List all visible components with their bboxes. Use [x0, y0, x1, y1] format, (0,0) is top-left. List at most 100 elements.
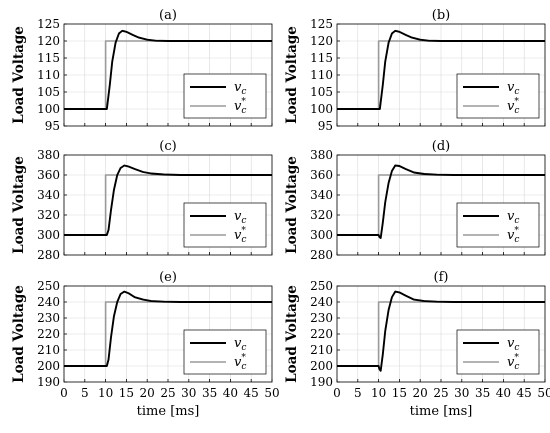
- legend-label-vc-ref-main: v: [507, 228, 515, 243]
- y-tick-label: 250: [310, 279, 333, 293]
- y-tick-label: 230: [310, 311, 333, 325]
- legend-label-vc-ref-sub: c: [514, 362, 519, 372]
- legend-box: [183, 202, 267, 248]
- panel-title: (b): [432, 8, 450, 23]
- plot-frame: [63, 154, 273, 256]
- panel-title: (c): [159, 139, 176, 154]
- legend-box: [183, 73, 267, 119]
- y-tick-label: 115: [37, 51, 60, 65]
- legend-label-vc-main: v: [234, 209, 242, 224]
- plot-frame: [63, 23, 273, 127]
- y-tick-label: 220: [310, 327, 333, 341]
- x-tick-label: 15: [119, 386, 134, 400]
- y-tick-label: 320: [37, 208, 60, 222]
- x-tick-label: 35: [475, 386, 490, 400]
- y-tick-label: 120: [310, 34, 333, 48]
- legend-label-vc: vc: [507, 209, 519, 226]
- y-tick-label: 240: [37, 295, 60, 309]
- series-line-vc: [337, 164, 545, 239]
- panel-e: 190 200 210 220 230 240 250 0 5 10 15 20 25 30 35 40 45 5…: [11, 270, 280, 419]
- legend-label-vc-main: v: [234, 80, 242, 95]
- series-line-vc: [64, 290, 272, 367]
- y-tick-label: 280: [310, 248, 333, 262]
- panel-title: (a): [159, 8, 177, 23]
- y-tick-label: 380: [37, 148, 60, 162]
- x-tick-label: 30: [181, 386, 196, 400]
- legend-label-vc-sub: c: [241, 216, 246, 226]
- y-tick-label: 100: [37, 102, 60, 116]
- legend-label-vc-main: v: [507, 336, 515, 351]
- x-axis-label: time [ms]: [137, 404, 200, 419]
- x-tick-label: 10: [371, 386, 386, 400]
- x-tick-label: 15: [392, 386, 407, 400]
- legend-label-vc-ref: vc*: [234, 97, 246, 116]
- legend-label-vc-ref-sub: c: [241, 235, 246, 245]
- y-axis-label: Load Voltage: [284, 26, 300, 124]
- legend-label-vc-ref-main: v: [507, 99, 515, 114]
- y-tick-label: 110: [310, 68, 333, 82]
- legend-label-vc: vc: [234, 209, 246, 226]
- x-tick-label: 45: [244, 386, 259, 400]
- series-line-vc: [64, 164, 272, 236]
- y-tick-label: 360: [310, 168, 333, 182]
- series-line-vc: [337, 290, 545, 372]
- legend-label-vc-main: v: [234, 336, 242, 351]
- x-tick-label: 20: [140, 386, 155, 400]
- legend-label-vc-ref: vc*: [507, 353, 519, 372]
- y-axis-label: Load Voltage: [284, 156, 300, 254]
- legend-label-vc: vc: [234, 80, 246, 97]
- x-tick-label: 25: [433, 386, 448, 400]
- panel-title: (f): [434, 270, 449, 285]
- y-tick-label: 190: [37, 375, 60, 389]
- y-tick-label: 340: [37, 188, 60, 202]
- legend-label-vc-ref-star: *: [514, 353, 519, 363]
- x-tick-label: 50: [264, 386, 279, 400]
- legend-label-vc-ref: vc*: [507, 226, 519, 245]
- y-tick-label: 125: [37, 17, 60, 31]
- panel-title: (e): [159, 270, 177, 285]
- y-tick-label: 280: [37, 248, 60, 262]
- y-tick-label: 110: [37, 68, 60, 82]
- y-tick-label: 240: [310, 295, 333, 309]
- legend-label-vc-ref-star: *: [241, 353, 246, 363]
- legend-box: [456, 73, 540, 119]
- y-tick-label: 300: [37, 228, 60, 242]
- panel-title: (d): [432, 139, 450, 154]
- x-tick-label: 30: [454, 386, 469, 400]
- x-axis-label: time [ms]: [410, 404, 473, 419]
- y-tick-label: 360: [37, 168, 60, 182]
- legend-label-vc-ref-sub: c: [241, 362, 246, 372]
- series-line-vc: [64, 29, 272, 110]
- y-tick-label: 120: [37, 34, 60, 48]
- y-tick-label: 300: [310, 228, 333, 242]
- y-tick-label: 380: [310, 148, 333, 162]
- x-tick-label: 40: [496, 386, 511, 400]
- x-tick-label: 20: [413, 386, 428, 400]
- x-tick-label: 0: [60, 386, 68, 400]
- x-tick-label: 35: [202, 386, 217, 400]
- plot-frame: [63, 285, 273, 383]
- y-tick-label: 250: [37, 279, 60, 293]
- y-axis-label: Load Voltage: [11, 285, 27, 383]
- y-tick-label: 210: [310, 343, 333, 357]
- legend-label-vc-ref-sub: c: [514, 106, 519, 116]
- legend-label-vc-ref-star: *: [241, 226, 246, 236]
- legend-label-vc-main: v: [507, 80, 515, 95]
- y-tick-label: 210: [37, 343, 60, 357]
- legend-label-vc-sub: c: [241, 343, 246, 353]
- legend-label-vc-ref-sub: c: [514, 235, 519, 245]
- y-axis-label: Load Voltage: [284, 285, 300, 383]
- legend-label-vc-ref-star: *: [241, 97, 246, 107]
- y-tick-label: 105: [37, 85, 60, 99]
- legend-label-vc-sub: c: [241, 87, 246, 97]
- legend-label-vc: vc: [507, 336, 519, 353]
- plot-frame: [336, 23, 546, 127]
- y-tick-label: 220: [37, 327, 60, 341]
- y-tick-label: 125: [310, 17, 333, 31]
- y-tick-label: 200: [310, 359, 333, 373]
